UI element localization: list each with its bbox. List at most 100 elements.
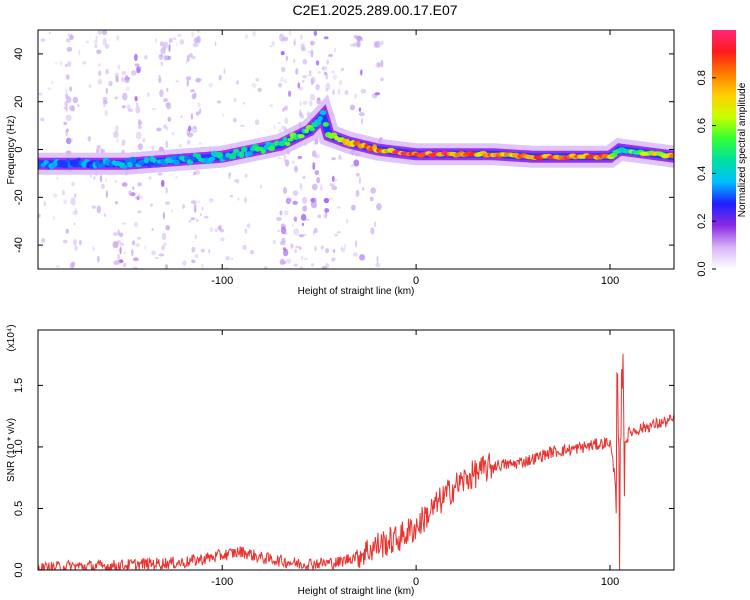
spectrogram-noise-dot [91,205,97,209]
spectrogram-noise-dot [350,164,354,168]
spectrogram-noise-dot [351,204,356,211]
spectrogram-noise-dot [54,62,58,65]
spectrogram-noise-dot [328,197,333,200]
spectrogram-noise-dot [311,150,317,158]
spectrogram-noise-dot [320,245,324,250]
spectrogram-noise-dot [333,47,336,53]
spectrogram-noise-dot [162,213,166,219]
spectrogram-noise-dot [301,222,305,226]
spectrogram-noise-dot [127,108,133,112]
spectrogram-noise-dot [320,183,323,187]
spectrogram-noise-dot [200,248,205,253]
spectrogram-noise-dot [246,223,251,229]
spectrogram-noise-dot [63,106,69,110]
spectrogram-noise-dot [121,71,126,75]
spectrogram-noise-dot [283,248,289,257]
spectrogram-noise-dot [373,221,377,228]
spectrogram-noise-dot [216,100,222,104]
spectrogram-noise-dot [222,113,225,117]
spectrogram-noise-dot [142,138,146,143]
spectrogram-noise-dot [148,176,152,180]
spectrogram-noise-dot [307,110,309,116]
spectrogram-noise-dot [279,129,281,132]
spectrogram-noise-dot [38,92,43,96]
spectrogram-noise-dot [187,132,194,138]
snr-x-tick-label: 100 [601,576,619,588]
spectrogram-noise-dot [293,216,298,222]
spectrogram-noise-dot [302,100,308,106]
ridge-blob [322,122,329,127]
spectrogram-noise-dot [224,266,229,269]
spectrogram-noise-dot [65,88,68,94]
spectrogram-noise-dot [280,33,282,37]
spectrogram-noise-dot [68,138,74,143]
chart-title: C2E1.2025.289.00.17.E07 [292,2,458,18]
spectrogram-noise-dot [116,35,120,41]
spectrogram-noise-dot [242,102,245,105]
spectrogram-noise-dot [196,35,201,44]
spectrogram-noise-dot [251,82,257,88]
spectrogram-x-axis-label: Height of straight line (km) [298,286,415,297]
spectrogram-noise-dot [292,200,298,205]
spectrogram-noise-dot [277,229,280,233]
spectrogram-noise-dot [192,42,199,48]
snr-frame [37,329,675,571]
spectrogram-noise-dot [135,243,140,248]
spectrogram-noise-dot [305,218,310,221]
spectrogram-noise-dot [310,49,314,58]
spectrogram-noise-dot [165,187,168,194]
spectrogram-noise-dot [172,37,177,41]
spectrogram-noise-dot [95,148,100,154]
spectrogram-noise-dot [313,227,318,234]
spectrogram-noise-dot [66,46,73,52]
spectrogram-noise-dot [370,227,375,235]
spectrogram-noise-dot [65,74,70,80]
spectrogram-noise-dot [69,105,73,111]
spectrogram-noise-dot [65,129,69,136]
spectrogram-noise-dot [307,50,313,53]
spectrogram-axes: -100 0 100 -40 -20 0 20 40 [13,30,674,287]
spectrogram-noise-dot [233,179,238,182]
spectrogram-noise-dot [151,250,156,256]
spectrogram-noise-dot [284,210,289,216]
spectrogram-noise-dot [299,183,302,188]
spectrogram-noise-dot [194,234,197,240]
spectrogram-noise-dot [277,121,281,125]
spectrogram-y-tick-label: -20 [13,189,25,205]
spectrogram-noise-dot [280,37,286,43]
spectrogram-noise-dot [285,197,291,204]
spectrogram-noise-dot [108,80,113,87]
spectrogram-noise-dot [316,176,321,184]
spectrogram-noise-dot [208,249,211,254]
spectrogram-noise-dot [291,224,294,227]
spectrogram-noise-dot [300,213,307,221]
spectrogram-noise-dot [167,116,172,122]
spectrogram-y-tick-label: 20 [13,96,25,108]
spectrogram-noise-dot [214,41,217,46]
spectrogram-noise-dot [38,213,41,218]
spectrogram-noise-dot [198,142,202,145]
spectrogram-noise-dot [132,186,135,190]
spectrogram-noise-dot [96,255,100,263]
snr-x-tick-label: -100 [211,576,233,588]
ridge-blob [287,137,294,142]
spectrogram-noise-dot [190,217,196,221]
spectrogram-noise-dot [294,38,296,41]
colorbar-tick-label: 0.2 [696,214,708,229]
spectrogram-noise-dot [182,204,185,209]
spectrogram-noise-dot [151,145,155,151]
spectrogram-noise-dot [117,253,120,261]
spectrogram-noise-dot [332,175,335,182]
spectrogram-noise-dot [310,198,316,203]
spectrogram-noise-dot [195,77,201,83]
spectrogram-noise-dot [194,92,197,98]
ridge-blob [304,128,310,134]
spectrogram-noise-dot [144,245,147,250]
spectrogram-noise-dot [158,74,161,78]
spectrogram-noise-dot [369,196,374,202]
spectrogram-noise-dot [302,176,306,179]
spectrogram-noise-dot [157,172,163,176]
spectrogram-noise-dot [177,33,182,37]
spectrogram-noise-dot [282,107,285,112]
spectrogram-noise-dot [182,260,187,266]
